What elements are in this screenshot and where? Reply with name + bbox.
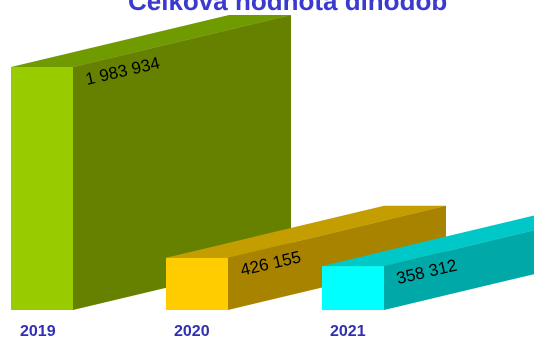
bar-front-2020 [166, 257, 228, 310]
bar-side-2020 [228, 205, 446, 310]
bar-top-2021 [322, 215, 534, 267]
bar-front-2019 [11, 67, 73, 310]
category-label-2021: 2021 [330, 323, 366, 340]
bar-side-2019 [73, 15, 291, 310]
bar-front-2021 [322, 266, 384, 310]
chart-title: Celková hodnota dlhodob [128, 0, 448, 16]
category-label-2020: 2020 [174, 323, 210, 340]
bar-top-2020 [166, 205, 446, 258]
category-label-2019: 2019 [20, 323, 56, 340]
bar-top-2019 [11, 15, 291, 67]
bar-side-2021 [384, 230, 534, 310]
